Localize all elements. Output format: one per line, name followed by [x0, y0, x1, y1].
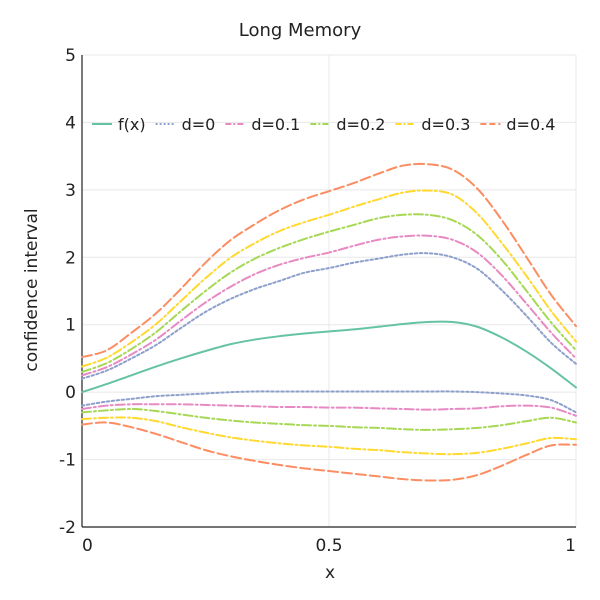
y-tick-label: 3 [65, 181, 76, 201]
x-tick-label: 0 [82, 536, 93, 556]
series-d-0-3-lower [81, 416, 577, 456]
series-d-0-lower [81, 390, 577, 414]
legend-label-d-0-4: d=0.4 [506, 115, 555, 134]
y-tick-label: -1 [59, 451, 76, 471]
x-axis-title: x [325, 563, 335, 583]
series-d-0-1-lower [81, 403, 577, 417]
legend: f(x) d=0 d=0.1 d=0.2 d=0.3 d=0.4 [92, 115, 555, 134]
series-lines [81, 162, 577, 482]
x-tick-label: 1 [565, 536, 576, 556]
series-f-x-line [81, 320, 577, 394]
legend-label-d-0: d=0 [182, 115, 216, 134]
series-d-0-1-upper [81, 234, 577, 377]
grid [81, 54, 577, 528]
legend-label-d-0-1: d=0.1 [251, 115, 300, 134]
legend-label-d-0-2: d=0.2 [336, 115, 385, 134]
x-tick-label: 0.5 [315, 536, 342, 556]
y-tick-label: 0 [65, 383, 76, 403]
series-d-0-upper [81, 252, 577, 380]
series-d-0-2-upper [81, 213, 577, 373]
axes: Long Memory x confidence interval [22, 20, 576, 583]
series-d-0-4-upper [81, 162, 577, 359]
series-d-0-4-lower [81, 421, 577, 482]
y-tick-label: 2 [65, 248, 76, 268]
series-d-0-3-upper [81, 189, 577, 368]
y-tick-label: 4 [65, 113, 76, 133]
y-tick-label: -2 [59, 518, 76, 538]
y-axis-title: confidence interval [22, 208, 42, 371]
legend-label-d-0-3: d=0.3 [421, 115, 470, 134]
legend-label-f-x: f(x) [118, 115, 146, 134]
y-tick-label: 1 [65, 316, 76, 336]
tick-labels: -2 -1 0 1 2 3 4 5 0 0.5 1 [59, 46, 576, 556]
chart-title: Long Memory [239, 20, 362, 41]
series-d-0-2-lower [81, 407, 577, 431]
y-tick-label: 5 [65, 46, 76, 66]
